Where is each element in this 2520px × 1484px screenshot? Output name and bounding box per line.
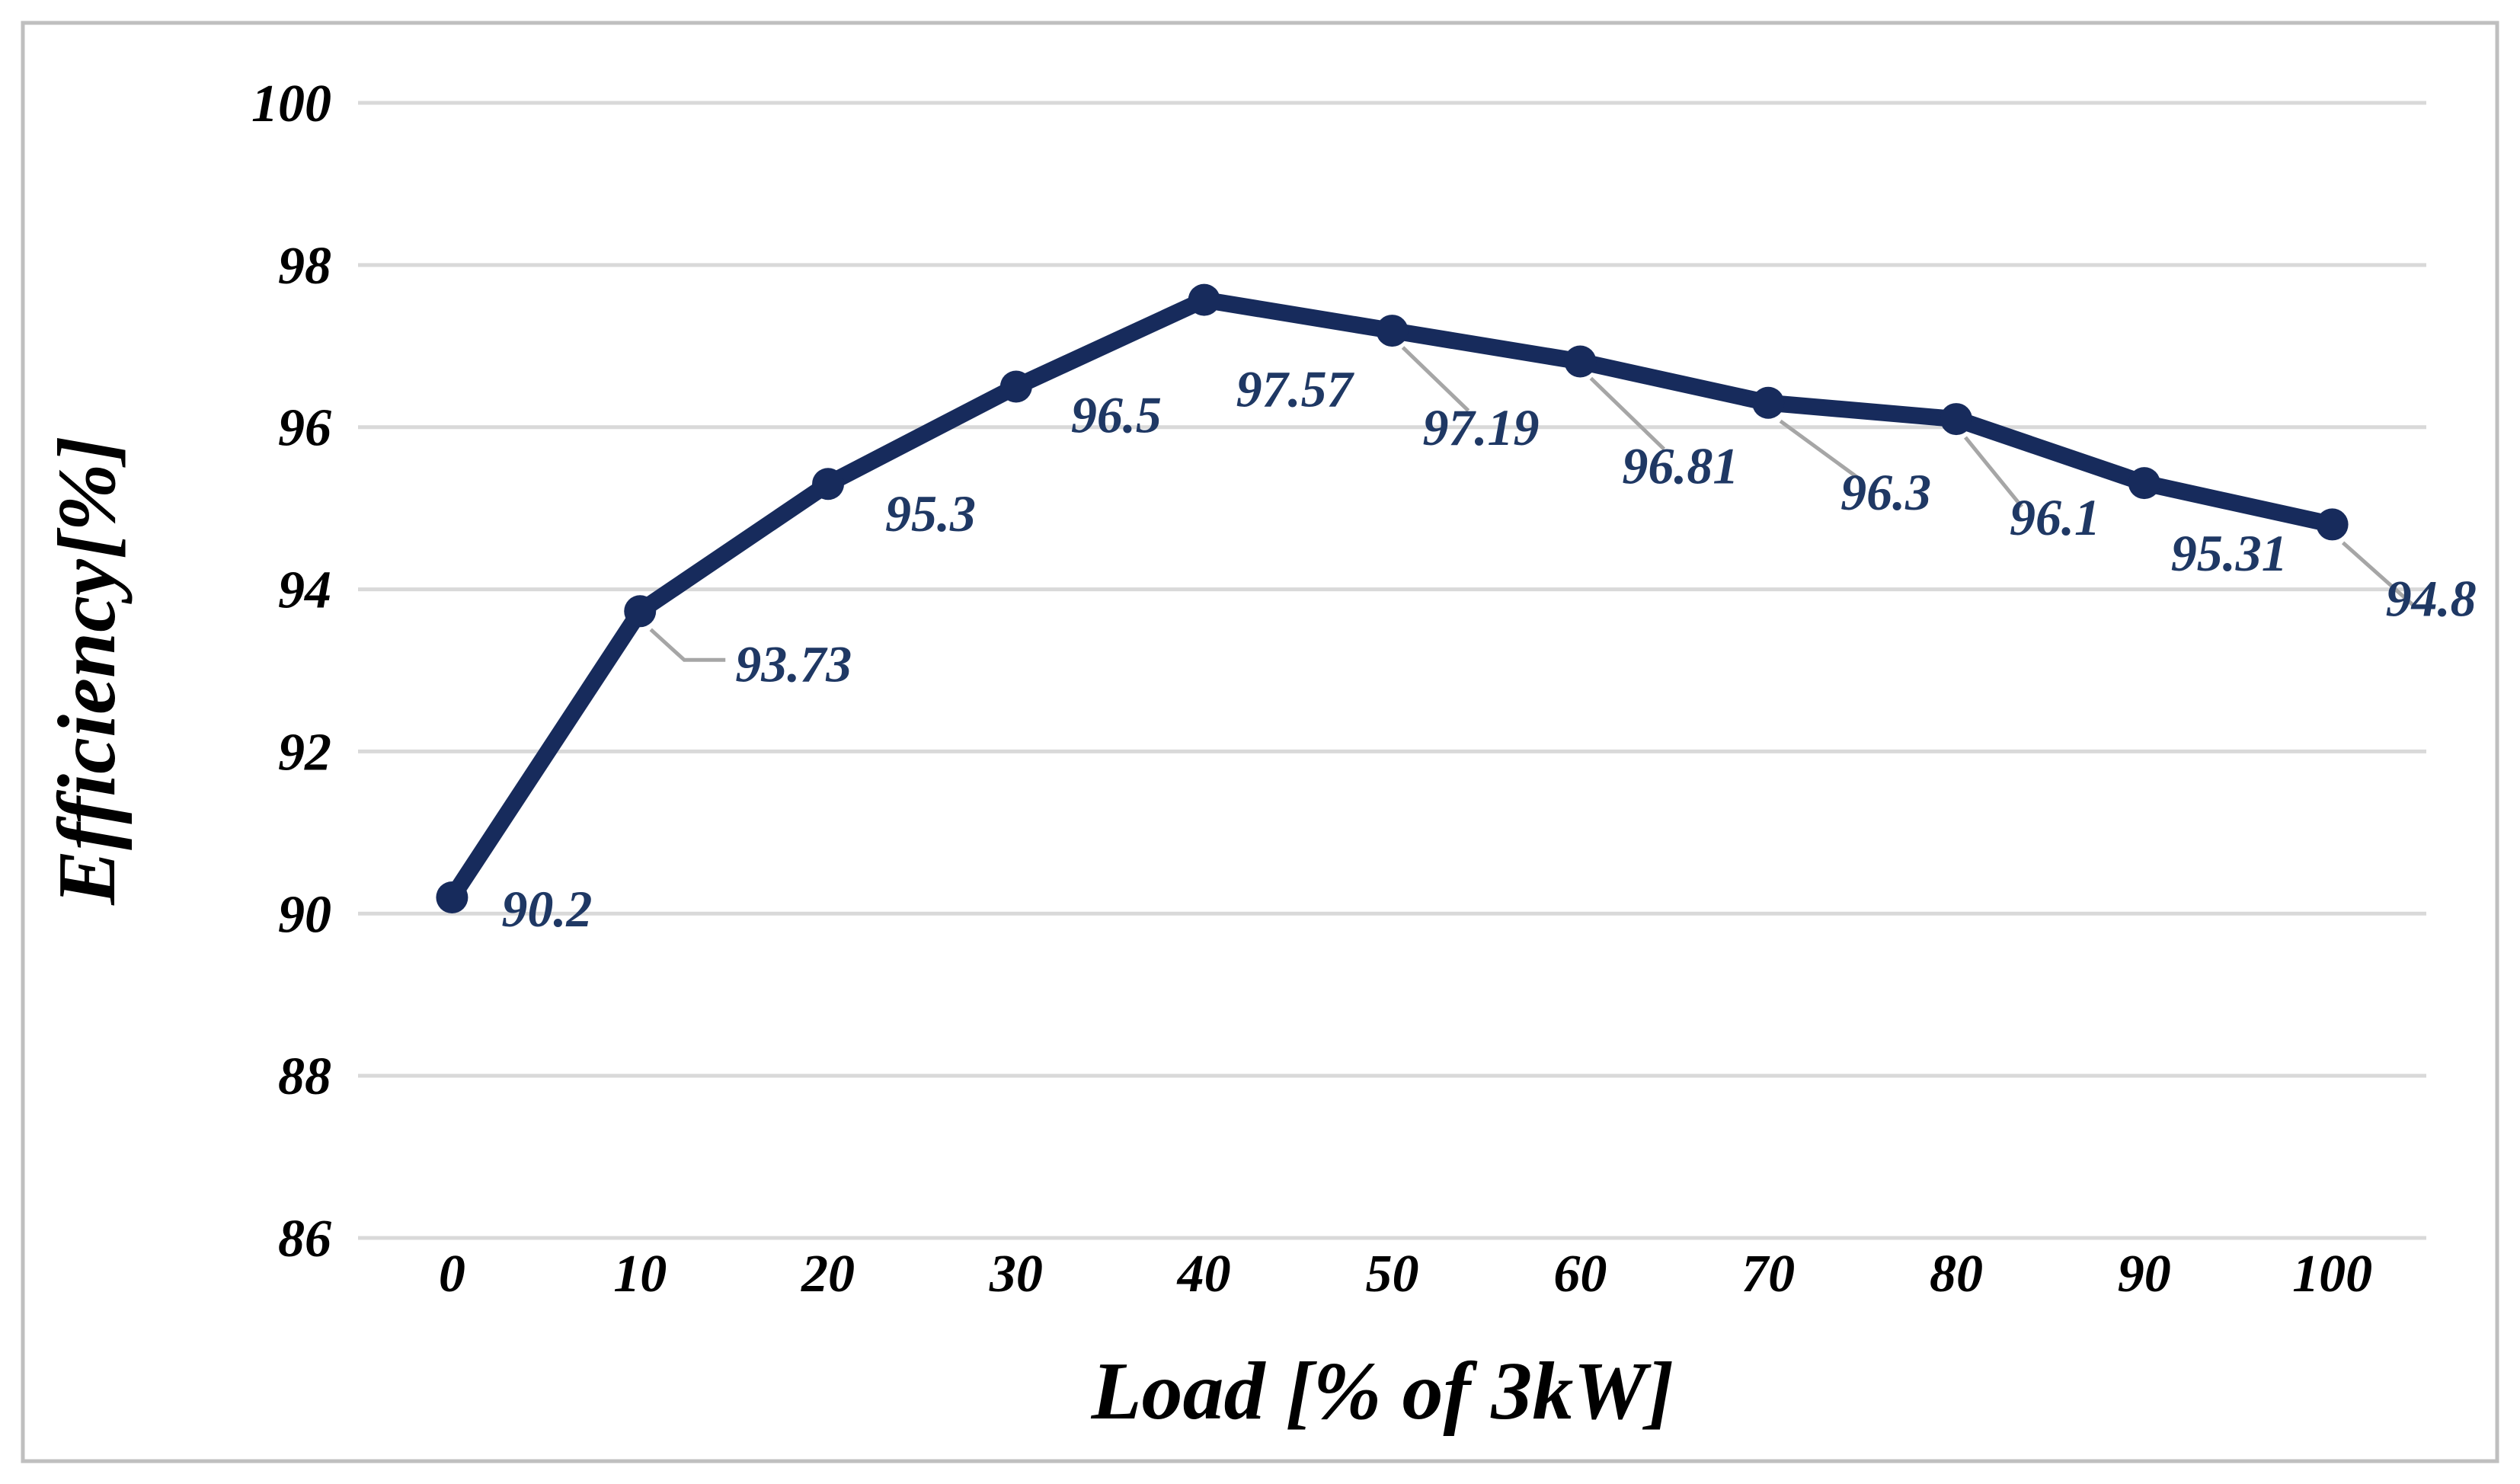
data-point-label: 97.19 — [1423, 398, 1540, 456]
data-point-marker — [812, 468, 845, 501]
data-point-marker — [999, 370, 1032, 403]
y-tick-label: 100 — [251, 75, 331, 133]
data-point-marker — [2128, 467, 2160, 500]
leader-line — [1401, 346, 1470, 412]
x-tick-label: 70 — [1741, 1245, 1795, 1303]
data-label-leader-lines — [649, 346, 2414, 662]
data-point-marker — [2316, 508, 2349, 541]
x-axis-title: Load [% of 3kW] — [1091, 1346, 1674, 1437]
data-point-marker — [1752, 386, 1785, 419]
data-point-label: 97.57 — [1236, 360, 1355, 418]
leader-line — [1779, 419, 1861, 481]
data-point-marker — [1376, 315, 1409, 347]
x-tick-label: 100 — [2292, 1245, 2372, 1303]
leader-line — [1589, 376, 1666, 451]
x-axis-tick-labels: 0 10 20 30 40 50 60 70 80 90 100 — [439, 1245, 2372, 1303]
data-point-label: 94.8 — [2386, 569, 2477, 627]
y-tick-label: 98 — [278, 237, 331, 296]
data-point-label: 93.73 — [735, 635, 852, 692]
data-point-marker — [624, 595, 657, 628]
x-tick-label: 40 — [1176, 1245, 1231, 1303]
data-point-label: 90.2 — [501, 880, 592, 938]
y-tick-label: 94 — [278, 561, 331, 620]
data-point-label: 96.5 — [1071, 386, 1162, 444]
y-tick-label: 90 — [278, 885, 331, 944]
x-tick-label: 10 — [613, 1245, 667, 1303]
data-point-label: 95.3 — [885, 485, 976, 542]
y-tick-label: 86 — [278, 1210, 331, 1268]
data-point-marker — [1564, 345, 1597, 378]
leader-line — [1964, 436, 2023, 508]
y-tick-label: 88 — [278, 1047, 331, 1106]
data-point-label: 96.3 — [1840, 463, 1931, 521]
leader-line — [2341, 541, 2414, 606]
x-tick-label: 90 — [2118, 1245, 2171, 1303]
y-tick-label: 92 — [278, 723, 331, 782]
data-point-label: 96.1 — [2010, 488, 2100, 546]
data-labels: 90.2 93.73 95.3 96.5 97.57 97.19 96.81 96.3 96.1… — [501, 360, 2476, 938]
data-point-markers — [436, 283, 2349, 913]
data-point-marker — [436, 881, 469, 913]
data-point-label: 96.81 — [1622, 437, 1738, 495]
data-point-label: 95.31 — [2171, 524, 2288, 582]
x-tick-label: 30 — [989, 1245, 1043, 1303]
x-tick-label: 0 — [439, 1245, 465, 1303]
x-tick-label: 60 — [1553, 1245, 1607, 1303]
y-axis-title: Efficiency[%] — [42, 436, 133, 906]
y-axis-tick-labels: 86 88 90 92 94 96 98 100 — [251, 75, 331, 1268]
y-tick-label: 96 — [278, 399, 331, 458]
data-point-marker — [1940, 403, 1972, 436]
x-tick-label: 80 — [1930, 1245, 1983, 1303]
x-tick-label: 50 — [1366, 1245, 1419, 1303]
gridlines — [358, 101, 2426, 1240]
data-point-marker — [1188, 283, 1220, 316]
leader-line — [649, 628, 726, 662]
x-tick-label: 20 — [801, 1245, 855, 1303]
figure-border — [21, 21, 2499, 1463]
